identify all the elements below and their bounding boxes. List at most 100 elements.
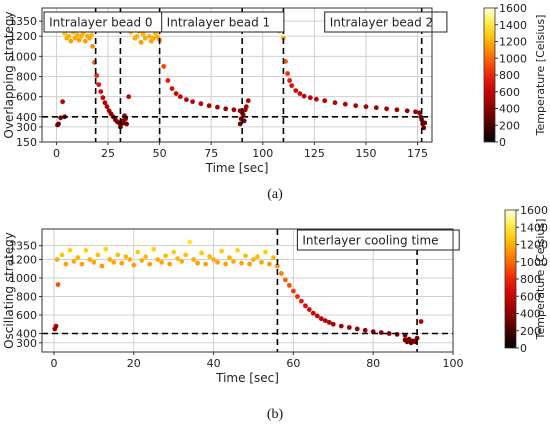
- chart0-y-axis-label: Overlapping strategy: [2, 11, 16, 138]
- chart1-data-point: [283, 277, 288, 283]
- chart0-data-point: [90, 43, 95, 49]
- chart0-data-point: [297, 91, 303, 96]
- chart1-data-point: [267, 261, 272, 267]
- chart1-data-point: [119, 260, 125, 266]
- chart1-y-tick-label: 300: [16, 337, 37, 350]
- chart0-data-point: [134, 33, 140, 39]
- chart0-x-tick-label: 50: [153, 147, 167, 160]
- chart1-colorbar-tick-label: 600: [520, 290, 541, 303]
- chart1-data-point: [263, 249, 268, 255]
- chart1-data-point: [155, 257, 161, 262]
- chart0-colorbar: [483, 7, 496, 143]
- chart1-colorbar: [504, 209, 517, 349]
- chart1-data-point: [131, 262, 137, 268]
- chart1-data-point: [67, 247, 73, 253]
- chart1-y-tick-label: 600: [16, 309, 37, 322]
- chart0-y-tick-label: 1350: [9, 15, 37, 28]
- chart0-data-point: [126, 94, 132, 100]
- chart1-data-point: [295, 294, 300, 299]
- chart1-data-point: [243, 253, 248, 259]
- chart0-data-point: [98, 89, 104, 94]
- chart0-data-point: [56, 121, 61, 127]
- chart0-data-point: [417, 110, 422, 116]
- chart0-data-point: [206, 103, 212, 109]
- chart0-x-tick-label: 100: [252, 147, 273, 160]
- chart0-data-point: [96, 82, 102, 87]
- chart0-annotation-label: Intralayer bead 2: [330, 16, 433, 30]
- chart0-data-point: [241, 118, 247, 124]
- chart1-data-point: [318, 316, 324, 322]
- chart1-data-point: [79, 261, 85, 267]
- chart1-data-point: [87, 257, 93, 262]
- chart0-data-point: [146, 33, 152, 39]
- chart0-y-tick-label: 1200: [9, 30, 37, 43]
- chart1-colorbar-tick-label: 400: [520, 308, 541, 321]
- chart1-colorbar-tick-label: 1000: [520, 256, 548, 269]
- chart1-data-point: [53, 323, 59, 329]
- chart1-data-point: [219, 248, 225, 254]
- chart1-data-point: [159, 259, 165, 265]
- chart1-data-point: [179, 259, 185, 264]
- chart1-data-point: [326, 320, 332, 325]
- chart1-data-point: [271, 255, 276, 261]
- chart0-data-point: [285, 71, 290, 76]
- chart1-y-tick-label: 1000: [9, 272, 37, 285]
- chart0-annotation-box: [161, 11, 285, 33]
- chart1-data-point: [111, 259, 117, 265]
- chart1-data-point: [135, 249, 141, 255]
- chart1-x-tick-label: 80: [366, 357, 380, 370]
- chart0-x-tick-label: 75: [204, 147, 218, 160]
- chart0-data-point: [322, 98, 328, 104]
- chart1-data-point: [171, 249, 177, 255]
- chart0-y-tick-label: 600: [16, 91, 37, 104]
- chart0-data-point: [76, 37, 82, 43]
- chart1-data-point: [362, 327, 368, 333]
- chart0-x-tick-label: 150: [355, 147, 376, 160]
- chart0-data-point: [231, 107, 237, 113]
- chart1-data-point: [151, 246, 157, 252]
- chart0-data-point: [293, 88, 299, 93]
- chart0-data-point: [173, 91, 179, 96]
- chart0-colorbar-tick-label: 1600: [499, 2, 527, 15]
- chart1-data-point: [75, 255, 81, 261]
- chart0-data-point: [60, 99, 65, 105]
- chart1-data-point: [406, 336, 412, 342]
- chart1-data-point: [199, 250, 205, 256]
- chart1-data-point: [187, 239, 193, 245]
- chart1-data-point: [314, 313, 320, 319]
- chart0-data-point: [353, 103, 359, 109]
- chart1-data-point: [167, 261, 173, 267]
- chart1-colorbar-tick-label: 800: [520, 273, 541, 286]
- chart1-data-point: [227, 255, 232, 261]
- chart1-data-point: [338, 323, 344, 329]
- chart1-data-point: [299, 298, 304, 304]
- chart1-data-point: [231, 259, 236, 264]
- chart0-y-tick-label: 300: [16, 121, 37, 134]
- chart0-data-point: [190, 99, 196, 105]
- chart1-y-tick-label: 1200: [9, 254, 37, 267]
- chart0-plot-frame: [41, 7, 433, 143]
- chart1-x-tick-label: 40: [207, 357, 221, 370]
- chart1-data-point: [207, 254, 213, 260]
- caption-a: (a): [267, 187, 283, 202]
- chart0-colorbar-tick-label: 1000: [499, 52, 527, 65]
- chart1-x-tick-label: 20: [127, 357, 141, 370]
- chart0-colorbar-tick-label: 200: [499, 119, 520, 132]
- chart0-colorbar-tick-label: 1400: [499, 19, 527, 32]
- chart0-y-tick-label: 800: [16, 71, 37, 84]
- chart1-data-point: [287, 283, 292, 288]
- chart1-y-axis-label: Oscillating strategy: [2, 232, 16, 349]
- chart1-data-point: [91, 259, 97, 265]
- chart0-data-point: [314, 96, 319, 102]
- chart1-x-tick-label: 60: [286, 357, 300, 370]
- chart0-colorbar-tick-label: 600: [499, 86, 520, 99]
- chart0-data-point: [161, 64, 167, 69]
- chart1-data-point: [386, 331, 392, 336]
- chart0-data-point: [140, 31, 146, 37]
- chart0-data-point: [151, 35, 156, 41]
- chart0-data-point: [104, 104, 110, 110]
- chart0-x-tick-label: 25: [101, 147, 115, 160]
- chart0-x-axis-label: Time [sec]: [205, 161, 269, 175]
- chart1-data-point: [211, 257, 217, 262]
